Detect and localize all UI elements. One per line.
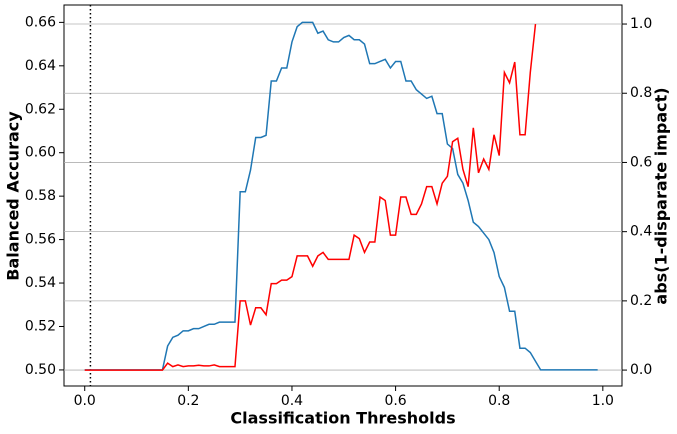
- y2-tick-label: 0.4: [630, 224, 652, 240]
- x-tick-label: 1.0: [592, 393, 614, 409]
- y2-tick-label: 0.6: [630, 154, 652, 170]
- x-axis-label: Classification Thresholds: [230, 409, 455, 428]
- y-tick-label: 0.54: [25, 275, 56, 291]
- x-tick-label: 0.4: [281, 393, 303, 409]
- y2-tick-label: 1.0: [630, 16, 652, 32]
- y-tick-label: 0.56: [25, 232, 56, 248]
- series-line: [84, 23, 537, 371]
- y2-axis-label: abs(1-disparate impact): [652, 87, 671, 304]
- y-tick-label: 0.50: [25, 362, 56, 378]
- y-tick-label: 0.52: [25, 318, 56, 334]
- x-tick-label: 0.0: [74, 393, 96, 409]
- y2-tick-label: 0.0: [630, 362, 652, 378]
- x-tick-label: 0.8: [488, 393, 510, 409]
- y2-tick-label: 0.2: [630, 293, 652, 309]
- plot-frame: [63, 4, 623, 387]
- y2-tick-label: 0.8: [630, 85, 652, 101]
- y-tick-label: 0.58: [25, 188, 56, 204]
- y-tick-label: 0.64: [25, 58, 56, 74]
- x-tick-label: 0.2: [177, 393, 199, 409]
- x-tick-label: 0.6: [384, 393, 406, 409]
- y-tick-label: 0.66: [25, 14, 56, 30]
- y-axis-label: Balanced Accuracy: [4, 111, 23, 281]
- y-tick-label: 0.62: [25, 101, 56, 117]
- y-tick-label: 0.60: [25, 145, 56, 161]
- series-line: [84, 21, 598, 371]
